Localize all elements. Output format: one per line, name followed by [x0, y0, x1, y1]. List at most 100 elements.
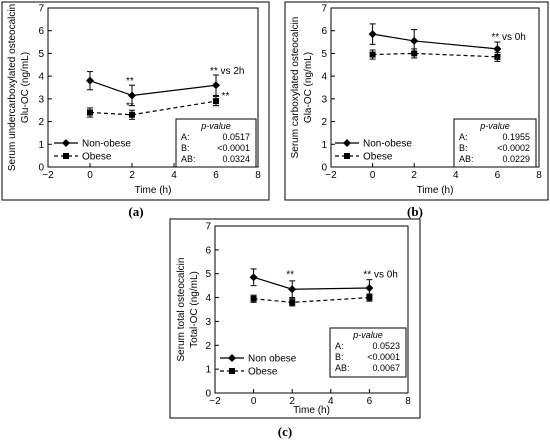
x-tick-label: 8 [536, 170, 542, 181]
y-tick-label: 7 [38, 4, 44, 15]
y-tick-label: 3 [38, 94, 44, 105]
p-value-factor: AB: [181, 154, 196, 164]
y-tick-label: 6 [321, 26, 327, 37]
x-tick-label: 0 [370, 170, 376, 181]
plot-area-frame [214, 225, 409, 394]
p-value-number: <0.0001 [367, 352, 400, 362]
series-line [89, 100, 217, 116]
legend: Non-obese Obese [54, 139, 131, 163]
significance-annotation: ** vs 0h [491, 32, 525, 43]
x-tick-label: −2 [325, 170, 337, 181]
legend-label: Obese [363, 152, 393, 163]
series-obese [250, 293, 373, 307]
data-point-square [289, 299, 296, 306]
p-value-box: p-value A: 0.0523 B: <0.0001 AB: 0.0067 [329, 327, 407, 378]
p-value-factor: A: [181, 132, 190, 142]
p-value-number: 0.0067 [372, 363, 400, 373]
data-point-diamond [288, 285, 297, 294]
y-tick-label: 6 [205, 245, 211, 256]
data-point-square [87, 109, 93, 116]
legend-marker-square [63, 153, 69, 159]
data-point-square [129, 111, 135, 118]
p-value-number: 0.0523 [372, 341, 400, 351]
y-tick-label: 4 [205, 293, 211, 304]
panel-a-frame [1, 1, 270, 201]
legend-label: Non-obese [363, 139, 412, 150]
y-tick-label: 5 [205, 269, 211, 280]
series-line [372, 33, 498, 50]
series-line [372, 52, 498, 58]
x-tick-label: −2 [42, 170, 54, 181]
x-axis-label: Time (h) [293, 405, 330, 416]
significance-annotation: ** vs 2h [210, 66, 244, 77]
y-tick-label: 2 [321, 117, 327, 128]
p-value-number: 0.0229 [502, 154, 530, 164]
legend-label: Obese [82, 152, 112, 163]
series-non-obese [86, 71, 220, 107]
series-non-obese [368, 23, 502, 57]
legend-marker-diamond [228, 354, 236, 362]
y-tick-label: 0 [38, 163, 44, 174]
y-tick-label: 6 [38, 26, 44, 37]
x-tick-label: 8 [405, 396, 411, 407]
data-point-diamond [365, 284, 374, 293]
significance-annotation: ** [286, 269, 294, 280]
p-value-box: p-value A: 0.0517 B: <0.0001 AB: 0.0324 [175, 118, 257, 168]
data-point-diamond [493, 44, 502, 53]
y-tick-label: 7 [205, 222, 211, 233]
data-point-square [411, 50, 418, 57]
panel-b-label: (b) [407, 204, 423, 219]
x-tick-label: 4 [453, 170, 459, 181]
data-point-square [213, 98, 219, 105]
p-value-title: p-value [352, 330, 383, 340]
data-point-diamond [249, 273, 258, 282]
x-tick-label: −2 [209, 396, 221, 407]
x-tick-label: 0 [87, 170, 93, 181]
y-tick-label: 2 [38, 117, 44, 128]
x-tick-label: 2 [129, 170, 135, 181]
p-value-factor: AB: [335, 363, 350, 373]
x-tick-label: 0 [251, 396, 257, 407]
data-point-diamond [86, 76, 94, 85]
y-tick-label: 4 [38, 72, 44, 83]
p-value-box-frame [453, 118, 537, 168]
y-axis-label: Serum carboxylated osteocalcin [290, 17, 301, 159]
legend-marker-square [229, 368, 235, 374]
significance-annotation: ** [222, 91, 230, 102]
p-value-box-frame [175, 118, 257, 168]
y-tick-label: 3 [321, 94, 327, 105]
p-value-number: <0.0001 [217, 143, 250, 153]
p-value-box-frame [329, 327, 407, 378]
data-point-diamond [212, 81, 220, 90]
p-value-factor: AB: [459, 154, 474, 164]
y-axis-label: Total-OC (ng/mL) [189, 271, 200, 348]
plot-area-frame [47, 7, 259, 168]
p-value-title: p-value [200, 121, 231, 131]
significance-annotation: ** vs 0h [363, 269, 397, 280]
y-tick-label: 7 [321, 4, 327, 15]
y-tick-label: 3 [205, 317, 211, 328]
y-tick-label: 4 [321, 72, 327, 83]
y-axis-label: Glu-OC (ng/mL) [20, 52, 31, 123]
p-value-factor: B: [335, 352, 344, 362]
p-value-factor: A: [335, 341, 344, 351]
panel-a-label: (a) [128, 204, 143, 219]
y-axis-label: Serum undercarboxylated osteocalcin [7, 4, 18, 171]
y-axis-label: Gla-OC (ng/mL) [303, 52, 314, 123]
x-tick-label: 4 [171, 170, 177, 181]
legend-marker-square [344, 153, 350, 159]
data-point-diamond [410, 36, 419, 45]
panel-c-frame [169, 218, 421, 419]
significance-annotation: ** [126, 76, 134, 87]
data-point-diamond [368, 30, 377, 39]
series-line [253, 296, 370, 303]
legend-marker-diamond [62, 139, 70, 147]
y-tick-label: 5 [38, 49, 44, 60]
y-tick-label: 5 [321, 49, 327, 60]
x-tick-label: 2 [411, 170, 417, 181]
